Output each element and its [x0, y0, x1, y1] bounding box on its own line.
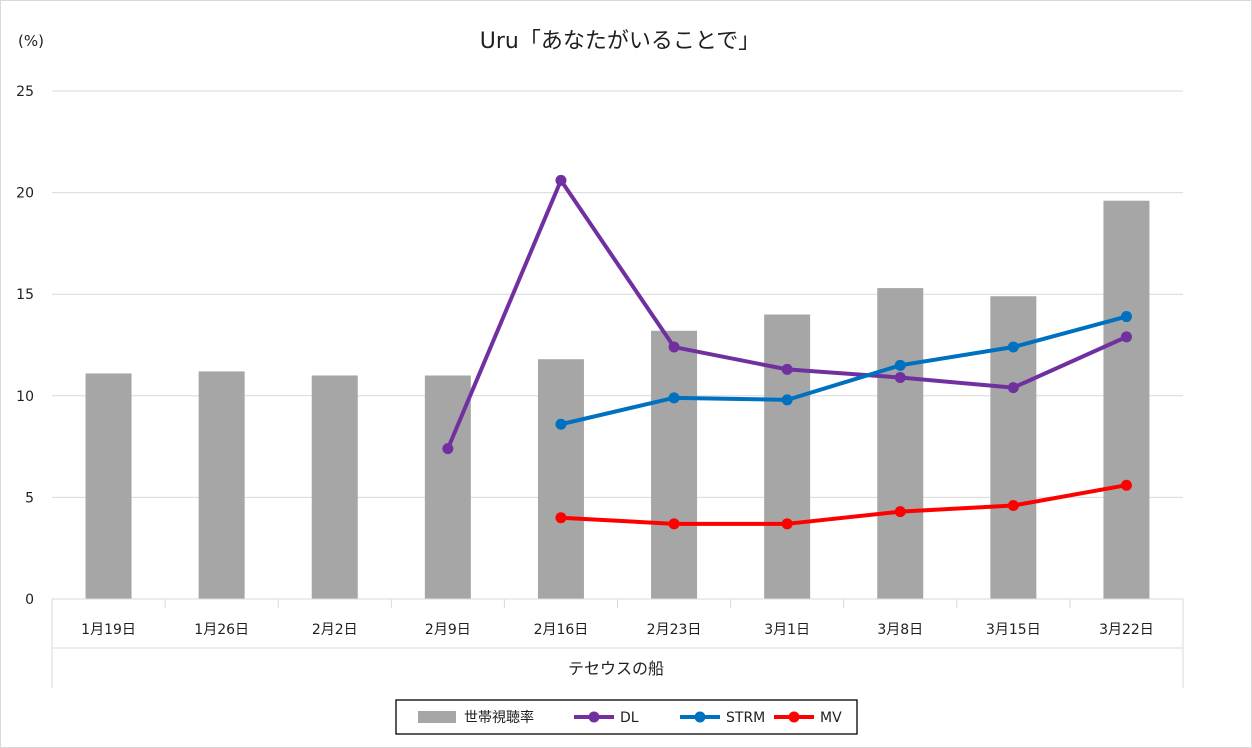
- x-axis-ticks: 1月19日 1月26日 2月2日 2月9日 2月16日 2月23日 3月1日 3月8日 3月15…: [81, 622, 1154, 638]
- x-tick-label: 3月15日: [986, 622, 1041, 638]
- data-point: [1120, 479, 1132, 491]
- x-tick-label: 2月9日: [425, 622, 471, 638]
- x-tick-label: 3月8日: [877, 622, 923, 638]
- x-tick-label: 3月1日: [764, 622, 810, 638]
- data-point: [1120, 331, 1132, 343]
- y-axis-unit-label: (%): [18, 32, 44, 50]
- data-point: [894, 506, 906, 518]
- data-point: [442, 443, 454, 455]
- bar: [85, 373, 132, 599]
- legend-label: DL: [620, 710, 639, 726]
- bar: [311, 375, 358, 599]
- y-tick-label: 20: [16, 186, 34, 202]
- x-tick-label: 3月22日: [1099, 622, 1154, 638]
- axes: [51, 598, 1184, 688]
- y-axis-ticks: 0 5 10 15 20 25: [16, 84, 34, 608]
- data-point: [1007, 382, 1019, 394]
- x-tick-label: 1月19日: [81, 622, 136, 638]
- legend-marker: [694, 711, 706, 723]
- data-point: [668, 341, 680, 353]
- x-tick-label: 2月2日: [312, 622, 358, 638]
- bar: [877, 288, 924, 599]
- data-point: [894, 359, 906, 371]
- x-tick-label: 1月26日: [194, 622, 249, 638]
- bar: [1103, 200, 1150, 599]
- data-point: [781, 394, 793, 406]
- line-series: [442, 174, 1132, 530]
- legend-label: 世帯視聴率: [464, 709, 534, 726]
- data-point: [894, 372, 906, 384]
- bar: [198, 371, 245, 599]
- data-point: [1007, 500, 1019, 512]
- bar: [651, 330, 698, 599]
- legend-swatch: [418, 711, 456, 723]
- series-dl: [442, 174, 1132, 455]
- data-point: [668, 392, 680, 404]
- data-point: [668, 518, 680, 530]
- data-point: [555, 418, 567, 430]
- data-point: [555, 512, 567, 524]
- series-strm: [555, 311, 1132, 430]
- bar: [764, 314, 811, 599]
- y-tick-label: 0: [25, 592, 34, 608]
- series-line: [558, 483, 1129, 526]
- data-point: [781, 363, 793, 375]
- series-line: [558, 314, 1129, 427]
- x-tick-label: 2月16日: [534, 622, 589, 638]
- legend-marker: [588, 711, 600, 723]
- x-axis-group-label: テセウスの船: [568, 659, 664, 678]
- x-tick-label: 2月23日: [647, 622, 702, 638]
- y-tick-label: 10: [16, 389, 34, 405]
- legend-label: MV: [820, 710, 842, 726]
- series-mv: [555, 479, 1132, 530]
- legend-label: STRM: [726, 710, 765, 726]
- data-point: [555, 174, 567, 186]
- data-point: [1007, 341, 1019, 353]
- chart-title: Uru「あなたがいることで」: [480, 29, 760, 54]
- y-tick-label: 25: [16, 84, 34, 100]
- legend-marker: [788, 711, 800, 723]
- y-tick-label: 5: [25, 490, 34, 506]
- data-point: [1120, 311, 1132, 323]
- data-point: [781, 518, 793, 530]
- bar: [537, 359, 584, 599]
- y-tick-label: 15: [16, 287, 34, 303]
- legend: 世帯視聴率 DL STRM MV: [395, 699, 858, 735]
